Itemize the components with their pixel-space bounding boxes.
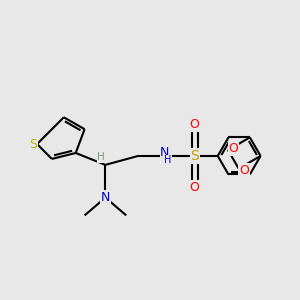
Text: O: O xyxy=(190,181,200,194)
Text: S: S xyxy=(190,149,199,163)
Text: N: N xyxy=(101,191,110,204)
Text: S: S xyxy=(29,138,38,151)
Text: H: H xyxy=(164,155,172,165)
Text: O: O xyxy=(190,118,200,131)
Text: O: O xyxy=(228,142,238,155)
Text: H: H xyxy=(97,152,105,162)
Text: N: N xyxy=(160,146,170,160)
Text: O: O xyxy=(239,164,249,177)
